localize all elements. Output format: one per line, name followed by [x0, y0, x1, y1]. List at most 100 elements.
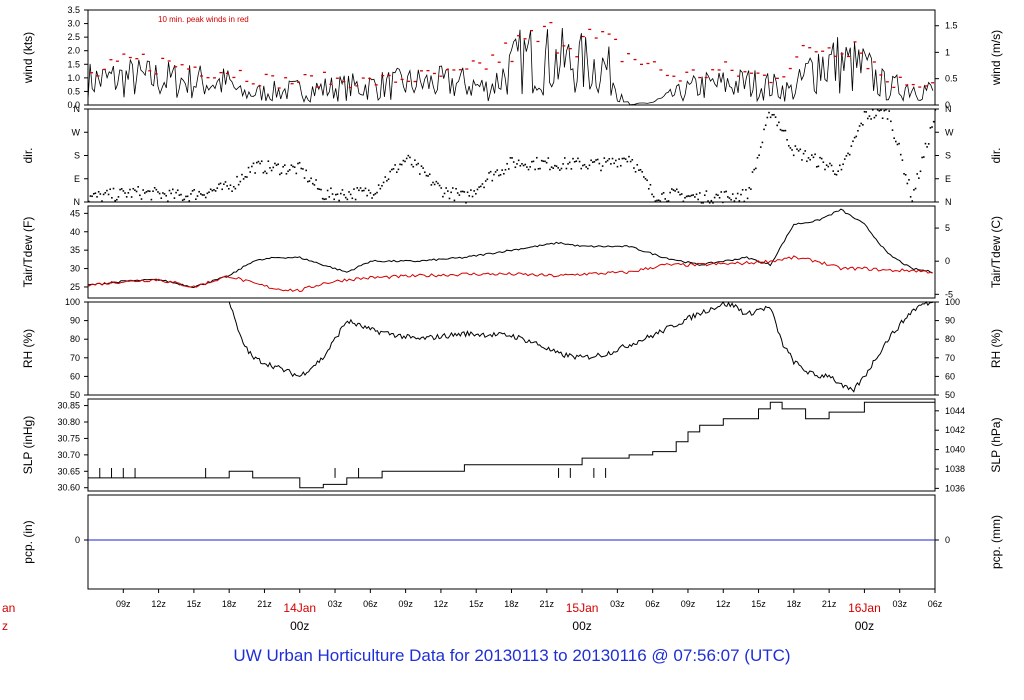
dir-point: [766, 116, 769, 119]
dir-point: [450, 191, 452, 194]
dir-point: [430, 184, 433, 186]
dir-point: [115, 198, 118, 201]
dir-point: [684, 196, 686, 199]
dir-point: [506, 162, 508, 165]
dir-point: [488, 172, 490, 174]
dir-point: [242, 178, 245, 180]
dir-point: [272, 166, 275, 169]
dir-point: [199, 193, 202, 195]
dir-point: [382, 181, 385, 184]
dir-point: [226, 185, 228, 187]
dir-point: [170, 192, 172, 195]
slp-left-label: 30.75: [57, 433, 80, 443]
dir-point: [361, 189, 363, 192]
dir-point: [563, 157, 566, 159]
dir-point: [679, 193, 681, 196]
dir-point: [325, 198, 327, 200]
dir-point: [674, 190, 676, 192]
dir-point: [384, 176, 387, 178]
dir-point: [511, 157, 513, 159]
slp-left-label: 30.60: [57, 483, 80, 493]
dir-point: [875, 114, 877, 117]
x-hour-label: 12z: [716, 599, 731, 609]
wind-series-line: [87, 27, 934, 106]
dir-point: [582, 164, 584, 167]
dir-point: [822, 161, 825, 164]
dir-point: [891, 129, 894, 131]
dir-point: [567, 163, 569, 165]
dir-point: [143, 192, 146, 194]
dir-point: [308, 180, 311, 182]
dir-point: [895, 140, 897, 143]
dir-point: [862, 124, 864, 126]
dir-point: [145, 191, 148, 193]
dir-point: [736, 192, 739, 195]
dir-point: [819, 156, 821, 159]
x-hour-label: 18z: [787, 599, 802, 609]
rh-right-label: 50: [945, 390, 955, 400]
dir-point: [346, 198, 349, 201]
dir-point: [659, 200, 662, 202]
slp-left-label: 30.70: [57, 450, 80, 460]
dir-point: [391, 168, 393, 171]
ylabel-left-direction: dir.: [21, 147, 35, 163]
dir-point: [489, 170, 492, 173]
temp-left-label: 30: [70, 264, 80, 274]
dir-point: [415, 163, 418, 166]
dir-point: [843, 158, 846, 160]
dir-point: [615, 159, 617, 162]
dir-point: [165, 194, 168, 197]
dir-point: [414, 159, 416, 162]
dir-point: [776, 124, 779, 127]
dir-point: [797, 150, 800, 152]
dir-point: [252, 162, 255, 165]
slp-left-label: 30.80: [57, 417, 80, 427]
dir-point: [858, 125, 861, 127]
dir-point: [741, 189, 744, 191]
dir-point: [779, 128, 782, 131]
dir-point: [427, 175, 429, 177]
dir-point: [751, 171, 754, 173]
dir-point: [331, 193, 334, 195]
dir-point: [244, 176, 247, 178]
dir-point: [926, 146, 928, 148]
dir-point: [723, 191, 726, 193]
dir-point: [287, 170, 289, 173]
wind-left-label: 2.0: [67, 46, 80, 56]
dir-point: [731, 193, 734, 195]
dir-point: [479, 185, 482, 188]
dir-point: [881, 117, 884, 120]
dir-point: [349, 193, 352, 196]
dir-point: [906, 182, 909, 185]
dir-point: [364, 187, 367, 190]
dir-point: [229, 184, 232, 187]
dir-point: [214, 190, 217, 192]
ylabel-right-temperature: Tair/Tdew (C): [989, 216, 1003, 288]
dir-point: [848, 153, 851, 156]
dir-point: [158, 192, 161, 195]
x-hour-label: 06z: [928, 599, 943, 609]
dir-point: [601, 165, 604, 167]
ylabel-left-pressure: SLP (inHg): [21, 416, 35, 474]
dir-point: [330, 187, 332, 190]
dir-point: [629, 160, 632, 163]
x-hour-label: 18z: [504, 599, 519, 609]
dir-point: [176, 189, 179, 192]
rh-left-label: 80: [70, 334, 80, 344]
dir-point: [867, 117, 869, 120]
dir-point: [595, 159, 597, 161]
dir-point: [689, 195, 691, 198]
dir-point: [124, 192, 126, 194]
dir-point: [173, 197, 176, 199]
dir-point: [320, 188, 322, 191]
dir-point: [619, 164, 622, 167]
dir-point: [476, 188, 479, 191]
x-hour-label: 15z: [751, 599, 766, 609]
panel-frame-2: [87, 205, 936, 299]
dir-point: [745, 189, 747, 191]
dir-point: [792, 154, 795, 157]
dir-point: [929, 127, 932, 129]
dir-point: [720, 191, 723, 193]
dir-point: [101, 200, 103, 202]
dir-point: [419, 173, 421, 175]
